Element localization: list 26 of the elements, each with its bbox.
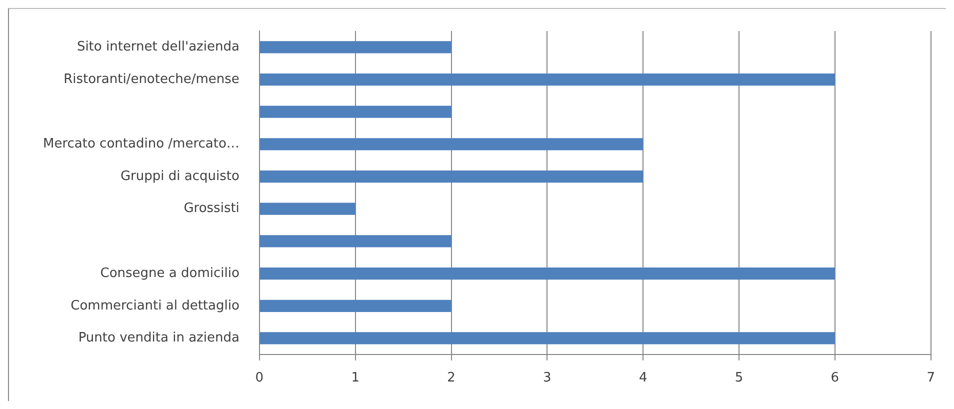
bar xyxy=(260,202,356,215)
x-tick-label: 5 xyxy=(734,370,744,386)
y-tick-label: Grossisti xyxy=(184,201,240,216)
bar xyxy=(260,73,835,86)
x-tick-label: 1 xyxy=(351,370,360,386)
y-tick-label: Commercianti al dettaglio xyxy=(70,298,240,314)
x-tick-label: 3 xyxy=(543,370,552,386)
x-tick-label: 4 xyxy=(638,370,648,386)
y-tick-label: Mercato contadino /mercato… xyxy=(42,136,240,152)
bar xyxy=(260,300,452,312)
y-tick-label: Punto vendita in azienda xyxy=(78,330,240,346)
y-tick-label: Sito internet dell'azienda xyxy=(76,40,240,55)
bar xyxy=(260,267,835,280)
bar xyxy=(260,170,644,183)
bar xyxy=(260,138,644,150)
y-tick-label: Gruppi di acquisto xyxy=(120,168,240,184)
x-tick-label: 7 xyxy=(926,370,936,386)
y-tick-label: Consegne a domicilio xyxy=(100,266,240,281)
x-tick-label: 2 xyxy=(447,370,456,386)
bar xyxy=(260,106,452,118)
x-tick-label: 6 xyxy=(830,370,840,386)
y-tick-label: Ristoranti/enoteche/mense xyxy=(64,72,240,87)
bar xyxy=(260,41,452,54)
x-tick-label: 0 xyxy=(255,370,264,386)
bar xyxy=(260,235,452,248)
bar xyxy=(260,332,835,344)
